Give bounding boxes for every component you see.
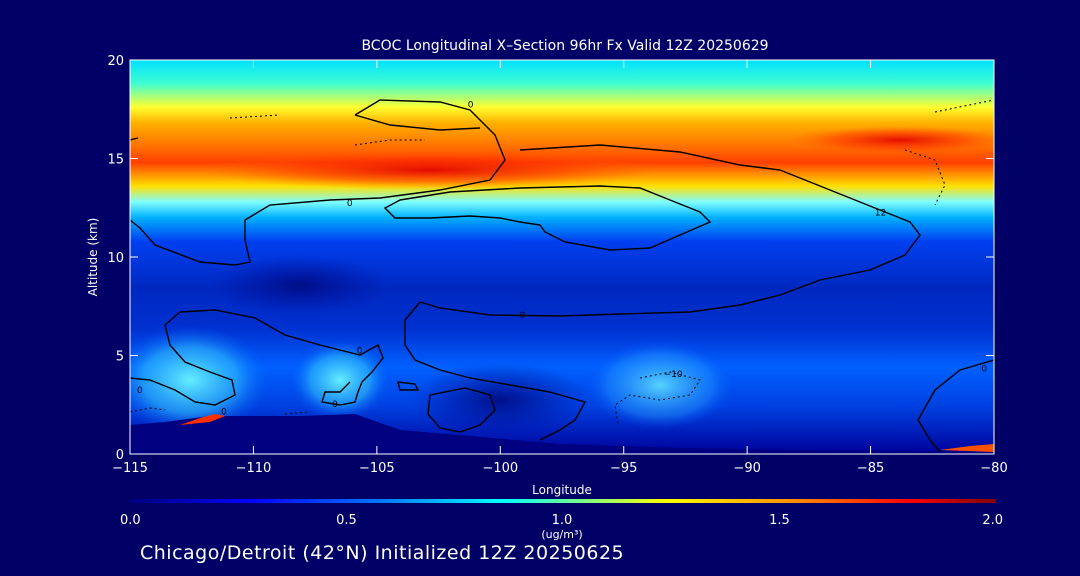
field-dark-patch-mid [410,362,590,438]
contour-line-negative [614,371,701,426]
contour-line [427,387,496,433]
terrain-edge-hotspot [180,414,225,425]
terrain-edge-hotspot-east [940,444,994,452]
contour-line-negative [130,407,166,413]
contour-label: 0 [468,100,474,110]
contour-line [130,137,139,141]
contour-line [404,301,587,441]
contour-labels: 0 0 0 0 0 0 0 −10 0 12 [137,100,987,417]
contour-line [179,309,384,406]
field-plume-west [130,325,270,435]
contour-line [397,381,420,391]
y-axis-label: Altitude (km) [86,218,100,297]
chart-title: BCOC Longitudinal X–Section 96hr Fx Vali… [361,38,768,54]
x-tick-label: −115 [112,461,148,476]
y-tick-label: 10 [107,251,124,266]
contour-line-negative [934,99,994,113]
colorbar-tick-label: 1.5 [769,513,790,528]
contour-label: 0 [332,400,338,410]
field-dark-patch-west [210,255,390,315]
concentration-field: 0 0 0 0 0 0 0 −10 0 12 [130,60,994,454]
y-axis: 0 5 10 15 20 [107,54,994,463]
colorbar-tick-label: 0.5 [336,513,357,528]
contour-label: −10 [664,370,683,380]
field-plume-east [585,340,735,430]
x-tick-label: −80 [980,461,1007,476]
contour-line-negative [229,114,281,119]
x-tick-label: −110 [236,461,272,476]
colorbar-center-label: 1.0 [552,513,573,528]
x-tick-label: −90 [733,461,760,476]
contour-line [354,114,481,131]
contour-label: 0 [357,347,363,357]
negative-contour-lines [130,99,994,426]
contour-label: 0 [221,408,227,418]
field-hotspot-upper [200,150,660,190]
x-axis: −115 −110 −105 −100 −95 −90 −85 −80 [112,60,1008,476]
colorbar-units-label: (ug/m³) [541,528,582,541]
x-tick-label: −105 [359,461,395,476]
contour-lines [130,99,994,453]
y-tick-label: 20 [107,54,124,69]
contour-line [383,185,712,251]
y-tick-label: 15 [107,153,124,168]
contour-label: 0 [520,311,526,321]
x-tick-label: −85 [857,461,884,476]
x-tick-label: −95 [610,461,637,476]
contour-label: 0 [981,364,987,374]
y-tick-label: 0 [116,448,124,463]
x-axis-label: Longitude [532,483,592,497]
contour-label: 0 [137,386,143,396]
colorbar-tick-label: 2.0 [982,513,1003,528]
contour-label: 0 [347,199,353,209]
contour-line-negative [354,139,425,146]
footer-init-info: Chicago/Detroit (42°N) Initialized 12Z 2… [140,542,625,564]
contour-label: 12 [875,209,886,219]
contour-line-negative [284,411,311,415]
field-plume-central [290,340,390,420]
colorbar-ticks: 0.0 0.5 1.5 2.0 [120,513,1003,528]
contour-line [917,359,994,453]
colorbar-tick-label: 0.0 [120,513,141,528]
x-tick-label: −100 [482,461,518,476]
contour-line [419,144,921,317]
contour-line-negative [904,149,946,206]
contour-line [130,99,506,266]
colorbar [130,499,996,503]
field-hotspot-east [790,126,994,154]
contour-line [130,311,236,406]
terrain-mask [130,414,994,454]
y-tick-label: 5 [116,350,124,365]
